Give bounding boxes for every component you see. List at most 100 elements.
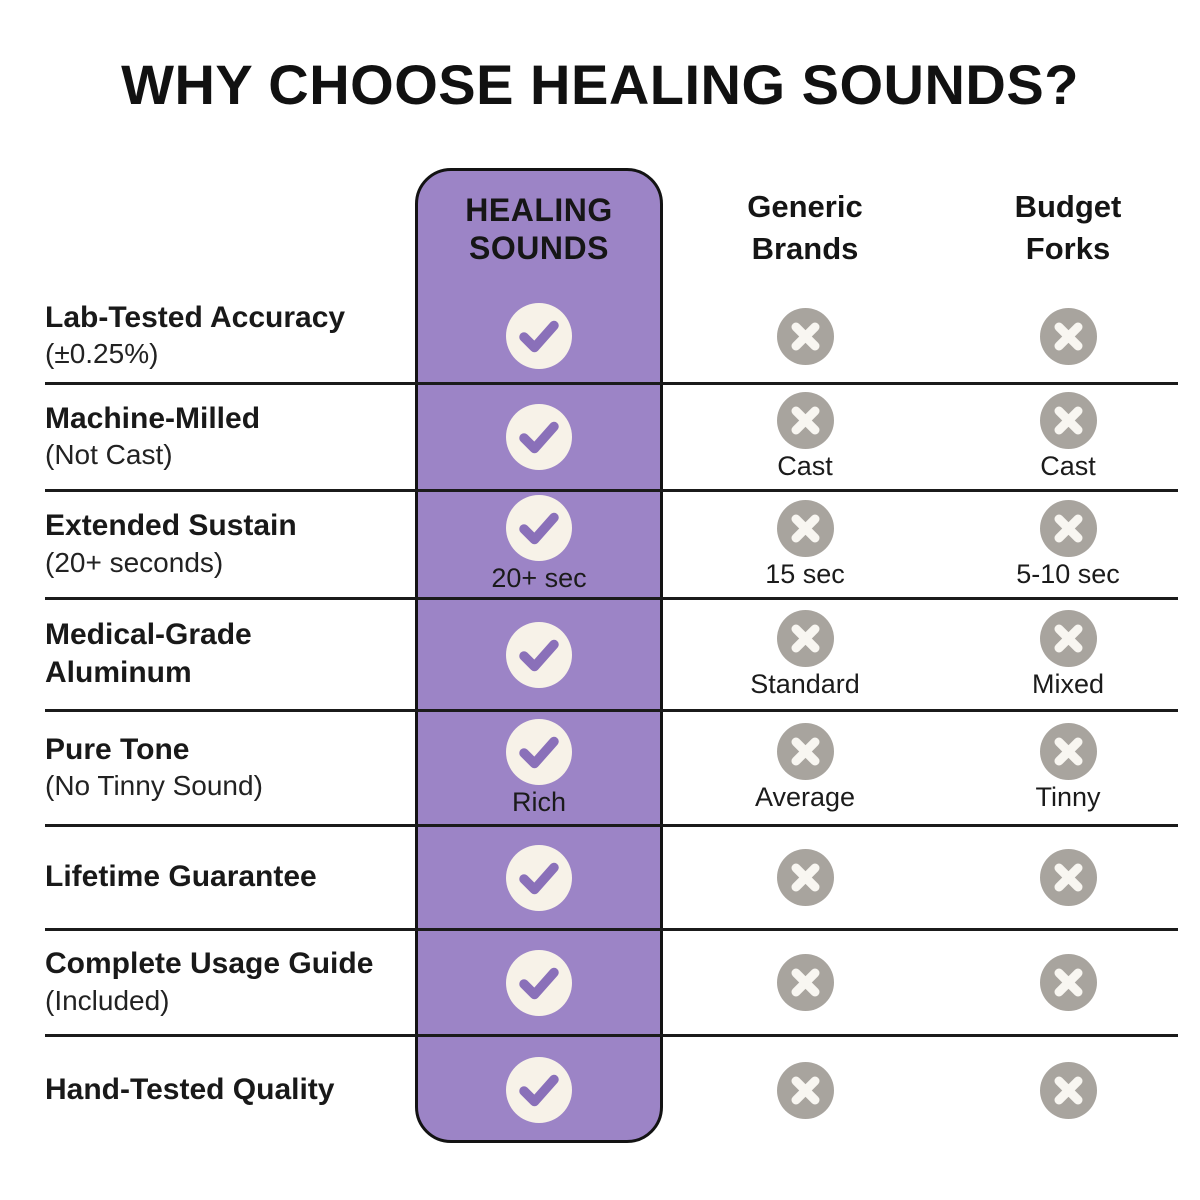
cell-generic-brands [695,290,915,382]
cross-icon [1039,954,1097,1011]
status-note: Rich [511,786,566,817]
status-note: Cast [777,451,833,482]
cross-icon [1039,849,1097,906]
cell-healing-sounds [429,931,649,1034]
page-title: WHY CHOOSE HEALING SOUNDS? [121,53,1079,116]
status-note: 15 sec [765,558,845,589]
table-row-lab-tested-accuracy: Lab-Tested Accuracy (±0.25%) [45,290,1178,385]
table-row-hand-tested-quality: Hand-Tested Quality [45,1037,1178,1143]
table-row-complete-usage-guide: Complete Usage Guide (Included) [45,931,1178,1037]
feature-detail: (Not Cast) [45,439,173,471]
check-icon [506,949,572,1016]
cross-icon [776,1061,834,1119]
status-note: 20+ sec [491,563,587,594]
table-row-lifetime-guarantee: Lifetime Guarantee [45,827,1178,931]
feature-detail: (No Tinny Sound) [45,770,263,802]
cell-budget-forks: Mixed [958,600,1178,709]
row-label: Complete Usage Guide (Included) [45,931,423,1034]
cross-icon [1039,392,1097,450]
cell-generic-brands [695,827,915,928]
cell-healing-sounds [429,827,649,928]
status-note: Average [754,782,856,813]
healing-header-line1: HEALING [465,192,613,228]
check-icon [506,1057,572,1123]
table-row-extended-sustain: Extended Sustain (20+ seconds) 20+ sec 1… [45,492,1178,600]
cell-budget-forks: Tinny [958,712,1178,824]
cell-generic-brands [695,931,915,1034]
cell-generic-brands [695,1037,915,1143]
cell-healing-sounds [429,385,649,489]
table-row-machine-milled: Machine-Milled (Not Cast) Cast Cast [45,385,1178,492]
row-label: Lab-Tested Accuracy (±0.25%) [45,290,423,382]
cell-healing-sounds [429,290,649,382]
table-row-pure-tone: Pure Tone (No Tinny Sound) Rich Average … [45,712,1178,827]
check-icon [506,718,572,785]
status-note: Tinny [1035,782,1101,813]
feature-name: Complete Usage Guide [45,947,374,981]
row-label: Lifetime Guarantee [45,827,423,928]
check-icon [506,621,572,688]
status-note: 5-10 sec [1016,558,1120,589]
status-note: Standard [750,668,860,699]
check-icon [506,844,572,911]
feature-name: Hand-Tested Quality [45,1072,335,1106]
feature-detail: Aluminum [45,655,192,689]
cross-icon [776,849,834,906]
cross-icon [1039,1061,1097,1119]
row-label: Machine-Milled (Not Cast) [45,385,423,489]
cell-healing-sounds: 20+ sec [429,492,649,597]
row-label: Pure Tone (No Tinny Sound) [45,712,423,824]
cross-icon [1039,609,1097,667]
healing-header-line2: SOUNDS [469,229,609,266]
budget-header-line1: Budget [1014,189,1122,224]
check-icon [506,303,572,369]
cell-generic-brands: Cast [695,385,915,489]
feature-name: Lifetime Guarantee [45,860,317,894]
cross-icon [1039,723,1097,781]
cross-icon [1039,307,1097,365]
table-row-medical-grade-aluminum: Medical-Grade Aluminum Standard Mixed [45,600,1178,712]
feature-detail: (Included) [45,984,170,1016]
comparison-table: Lab-Tested Accuracy (±0.25%) Machine-Mil… [45,290,1178,1143]
feature-name: Lab-Tested Accuracy [45,300,346,334]
budget-header-line2: Forks [1025,230,1111,266]
cell-budget-forks [958,1037,1178,1143]
cross-icon [776,307,834,365]
cell-budget-forks [958,290,1178,382]
status-note: Cast [1040,451,1096,482]
column-header-budget-forks: Budget Forks [948,186,1188,270]
cell-healing-sounds: Rich [429,712,649,824]
cross-icon [776,723,834,781]
cross-icon [776,609,834,667]
cell-generic-brands: Standard [695,600,915,709]
feature-detail: (20+ seconds) [45,546,224,578]
cell-healing-sounds [429,1037,649,1143]
cross-icon [776,392,834,450]
row-label: Medical-Grade Aluminum [45,600,423,709]
column-header-generic-brands: Generic Brands [685,186,925,270]
feature-name: Pure Tone [45,732,190,766]
column-header-healing-sounds: HEALING SOUNDS [415,192,663,268]
feature-name: Machine-Milled [45,401,261,435]
cross-icon [776,499,834,557]
feature-detail: (±0.25%) [45,338,159,370]
check-icon [506,404,572,470]
cross-icon [776,954,834,1011]
cell-budget-forks: Cast [958,385,1178,489]
cell-generic-brands: 15 sec [695,492,915,597]
row-label: Extended Sustain (20+ seconds) [45,492,423,597]
feature-name: Extended Sustain [45,509,297,543]
cross-icon [1039,499,1097,557]
cell-budget-forks: 5-10 sec [958,492,1178,597]
generic-header-line2: Brands [751,230,859,266]
cell-generic-brands: Average [695,712,915,824]
cell-healing-sounds [429,600,649,709]
cell-budget-forks [958,827,1178,928]
generic-header-line1: Generic [747,189,863,224]
status-note: Mixed [1031,668,1105,699]
row-label: Hand-Tested Quality [45,1037,423,1143]
feature-name: Medical-Grade [45,618,252,652]
check-icon [506,495,572,562]
cell-budget-forks [958,931,1178,1034]
